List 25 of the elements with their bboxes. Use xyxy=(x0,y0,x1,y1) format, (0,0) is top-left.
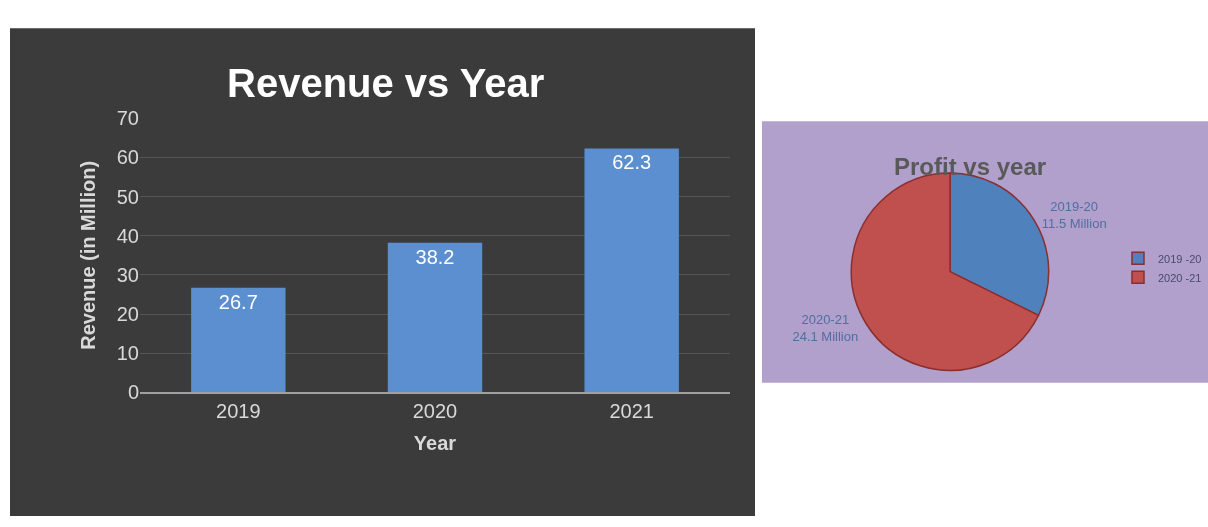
y-tick-label: 60 xyxy=(116,146,139,169)
x-axis-title: Year xyxy=(413,432,457,455)
y-axis-title: Revenue (in Million) xyxy=(77,160,100,350)
y-tick-label: 40 xyxy=(116,224,139,247)
data-label: 2020-21 24.1 Million xyxy=(792,312,859,345)
y-tick-label: 10 xyxy=(116,342,139,365)
y-tick-label: 30 xyxy=(116,263,139,286)
x-tick-label: 2020 xyxy=(412,400,458,423)
x-tick-label: 2021 xyxy=(609,400,654,423)
y-tick-label: 20 xyxy=(116,303,139,326)
bar xyxy=(387,242,483,393)
data-label: 62.3 xyxy=(612,151,652,174)
legend-label: 2019 -20 xyxy=(1158,252,1202,265)
x-tick-label: 2019 xyxy=(216,400,261,423)
data-label: 2019-20 11.5 Million xyxy=(1041,199,1107,232)
data-label: 38.2 xyxy=(415,245,455,268)
y-tick-label: 70 xyxy=(116,107,139,130)
chart-title: Revenue vs Year xyxy=(227,61,545,105)
bar xyxy=(584,148,679,393)
bar xyxy=(191,287,286,393)
chart-title: Profit vs year xyxy=(894,153,1047,180)
legend-label: 2020 -21 xyxy=(1158,271,1202,284)
data-label: 26.7 xyxy=(218,290,258,313)
y-tick-label: 0 xyxy=(127,381,139,404)
y-tick-label: 50 xyxy=(116,185,139,208)
